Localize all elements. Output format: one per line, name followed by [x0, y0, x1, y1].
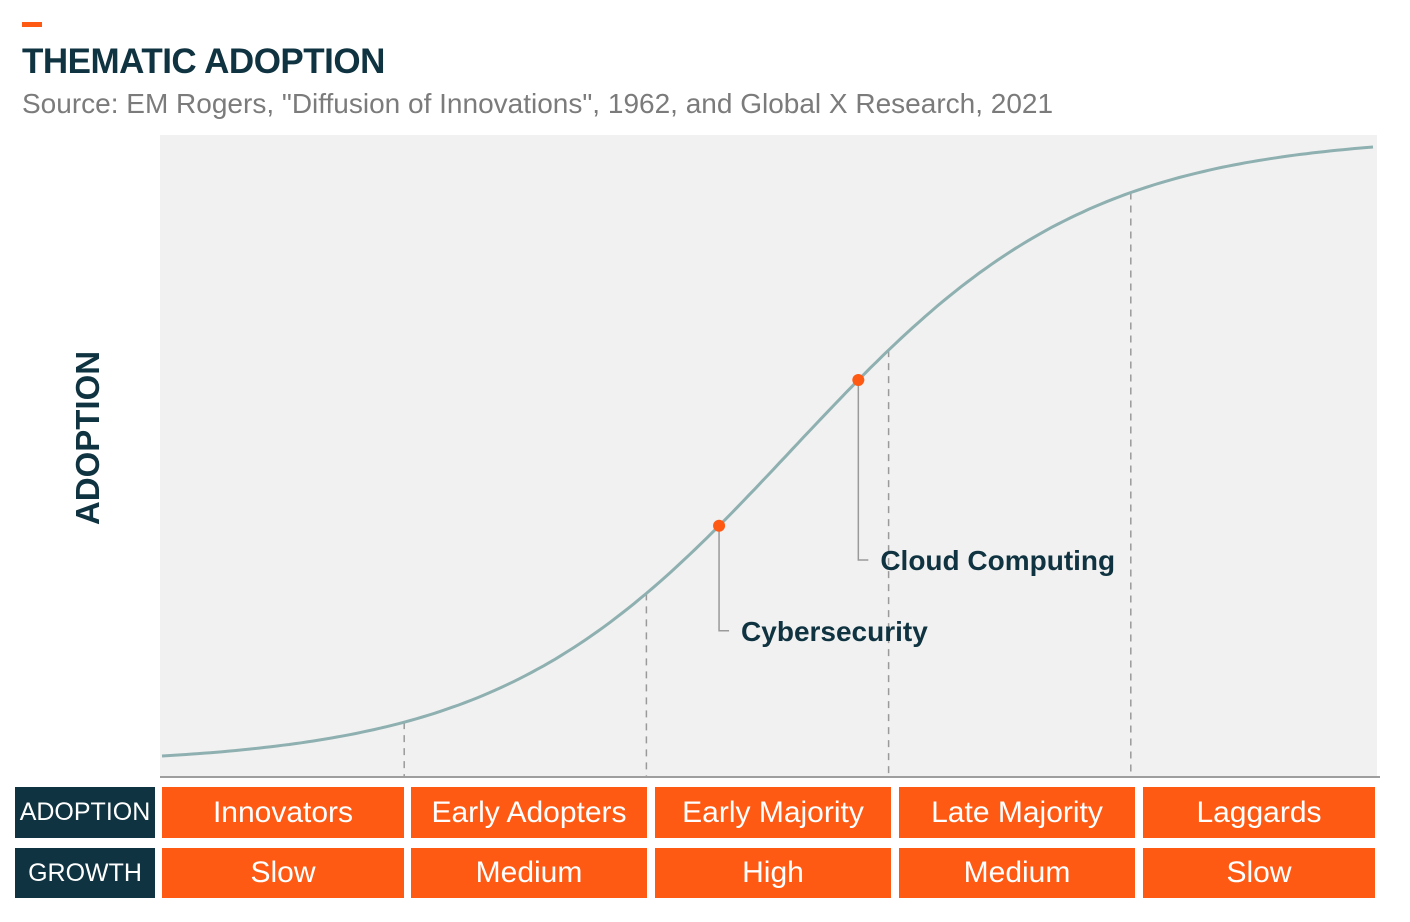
cloud-computing-leader-line [857, 380, 869, 561]
adoption-cell-laggards: Laggards [1143, 787, 1375, 838]
adoption-row-header: ADOPTION [15, 787, 155, 838]
growth-cell-early-adopters: Medium [411, 848, 647, 898]
growth-cell-late-majority: Medium [899, 848, 1135, 898]
adoption-cell-early-adopters: Early Adopters [411, 787, 647, 838]
adoption-cell-innovators: Innovators [162, 787, 404, 838]
cloud-computing-point [852, 374, 865, 387]
adoption-cell-late-majority: Late Majority [899, 787, 1135, 838]
cybersecurity-label: Cybersecurity [741, 616, 928, 647]
chart-title: THEMATIC ADOPTION [22, 42, 385, 81]
adoption-cell-early-majority: Early Majority [655, 787, 891, 838]
plot-area [160, 135, 1377, 776]
cybersecurity-leader-line [718, 525, 730, 632]
growth-cell-innovators: Slow [162, 848, 404, 898]
chart-subtitle: Source: EM Rogers, "Diffusion of Innovat… [22, 88, 1054, 119]
cloud-computing-label: Cloud Computing [880, 545, 1115, 576]
title-accent-bar [22, 22, 42, 27]
growth-cell-laggards: Slow [1143, 848, 1375, 898]
cybersecurity-point [713, 519, 726, 532]
growth-cell-early-majority: High [655, 848, 891, 898]
adoption-curve [161, 145, 1374, 758]
growth-row-header: GROWTH [15, 848, 155, 898]
